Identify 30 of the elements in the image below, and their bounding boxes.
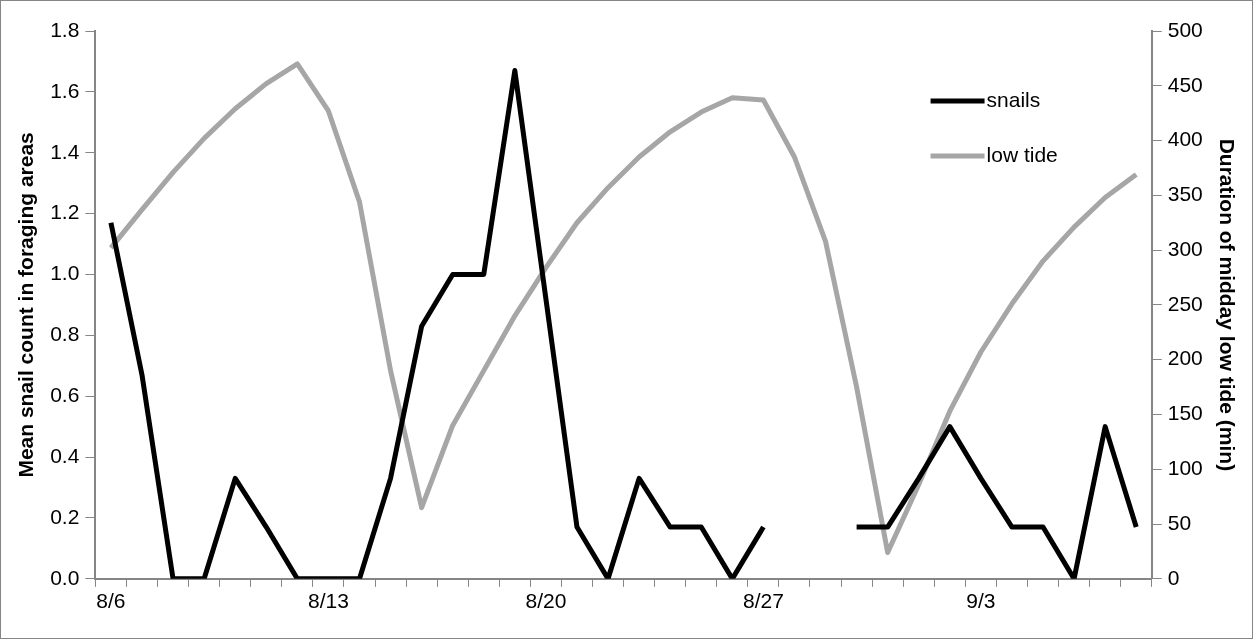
x-tick-label: 8/20 <box>525 589 567 613</box>
x-tick-label: 8/27 <box>742 589 784 613</box>
y2-tick-label: 50 <box>1167 510 1192 534</box>
y-tick-label: 1.8 <box>50 17 80 41</box>
y2-tick-label: 350 <box>1167 182 1203 206</box>
y-tick-label: 1.6 <box>50 78 80 102</box>
legend-label: low tide <box>986 142 1058 166</box>
y-axis-title: Mean snail count in foraging areas <box>14 132 38 478</box>
y-tick-label: 0.6 <box>50 383 80 406</box>
x-tick-label: 8/6 <box>96 589 126 613</box>
y2-tick-label: 100 <box>1167 456 1203 480</box>
y2-tick-label: 0 <box>1167 565 1180 589</box>
legend-label: snails <box>986 87 1041 111</box>
x-tick-label: 8/13 <box>307 589 349 613</box>
y-tick-label: 0.2 <box>50 504 80 528</box>
y-tick-label: 1.2 <box>50 200 80 224</box>
y2-tick-label: 150 <box>1167 401 1203 425</box>
y2-tick-label: 200 <box>1167 346 1203 370</box>
x-tick-label: 9/3 <box>966 589 996 613</box>
y-tick-label: 1.0 <box>50 261 80 285</box>
y2-tick-label: 450 <box>1167 72 1203 96</box>
y2-tick-label: 400 <box>1167 127 1203 151</box>
y-tick-label: 0.4 <box>50 443 80 467</box>
y2-tick-label: 500 <box>1167 17 1203 41</box>
y-tick-label: 0.0 <box>50 565 80 589</box>
y-tick-label: 0.8 <box>50 322 80 346</box>
y-tick-label: 1.4 <box>50 139 80 163</box>
y2-axis-title: Duration of midday low tide (min) <box>1215 138 1239 472</box>
y2-tick-label: 300 <box>1167 236 1203 260</box>
y2-tick-label: 250 <box>1167 291 1203 315</box>
